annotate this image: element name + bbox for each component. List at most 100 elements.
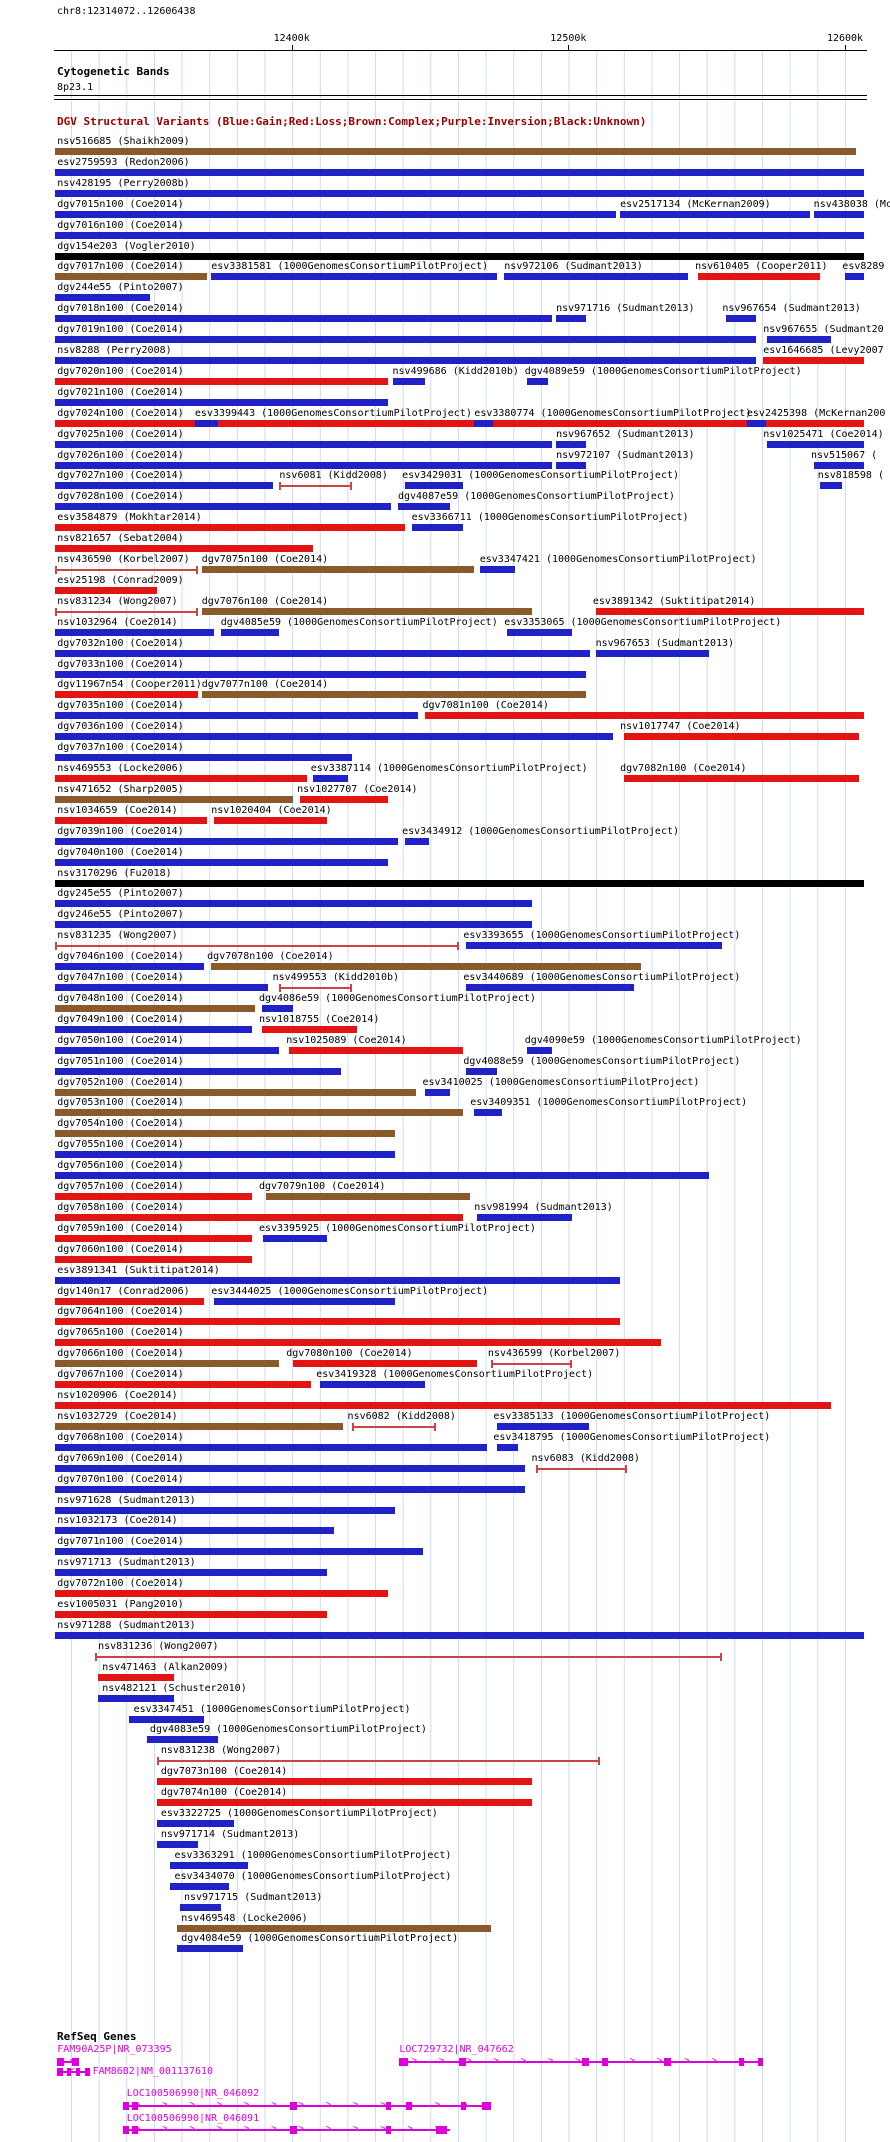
variant-bar[interactable] — [624, 733, 859, 741]
variant-label[interactable]: esv3381581 (1000GenomesConsortiumPilotPr… — [211, 261, 489, 273]
variant-bar[interactable] — [697, 273, 821, 281]
variant-label[interactable]: nsv831238 (Wong2007) — [160, 1745, 282, 1757]
variant-label[interactable]: dgv4086e59 (1000GenomesConsortiumPilotPr… — [258, 992, 536, 1004]
variant-label[interactable]: dgv7015n100 (Coe2014) — [57, 198, 184, 210]
variant-bar[interactable] — [466, 1067, 498, 1075]
variant-label[interactable]: dgv4088e59 (1000GenomesConsortiumPilotPr… — [463, 1055, 741, 1067]
variant-label[interactable]: nsv482121 (Schuster2010) — [102, 1682, 247, 1694]
variant-label[interactable]: esv3347421 (1000GenomesConsortiumPilotPr… — [479, 554, 757, 565]
gene-exon[interactable] — [132, 2126, 138, 2135]
variant-bar[interactable] — [156, 1820, 235, 1827]
variant-label[interactable]: esv3434912 (1000GenomesConsortiumPilotPr… — [402, 825, 680, 837]
gene-exon[interactable] — [581, 2058, 589, 2067]
variant-bar[interactable] — [147, 1736, 219, 1744]
variant-label[interactable]: dgv7048n100 (Coe2014) — [57, 992, 184, 1004]
variant-label[interactable]: esv3434070 (1000GenomesConsortiumPilotPr… — [174, 1870, 452, 1882]
variant-bar[interactable] — [404, 837, 430, 845]
variant-bar[interactable] — [54, 1339, 662, 1347]
variant-bar[interactable] — [54, 189, 865, 197]
variant-label[interactable]: nsv6083 (Kidd2008) — [531, 1452, 640, 1464]
variant-label[interactable]: dgv7054n100 (Coe2014) — [57, 1118, 184, 1130]
variant-label[interactable]: dgv4085e59 (1000GenomesConsortiumPilotPr… — [220, 616, 498, 628]
variant-bar[interactable] — [54, 148, 856, 155]
variant-label[interactable]: nsv1025089 (Coe2014) — [286, 1034, 407, 1046]
variant-bar[interactable] — [156, 1799, 532, 1807]
variant-label[interactable]: dgv7056n100 (Coe2014) — [57, 1160, 184, 1172]
variant-bar[interactable] — [194, 419, 219, 427]
variant-label[interactable]: esv3393655 (1000GenomesConsortiumPilotPr… — [463, 930, 741, 942]
variant-bar[interactable] — [179, 1903, 221, 1911]
variant-label[interactable]: nsv6081 (Kidd2008) — [279, 470, 388, 482]
variant-span-line[interactable] — [490, 1363, 573, 1366]
gene-exon[interactable] — [436, 2126, 448, 2135]
variant-bar[interactable] — [497, 1443, 518, 1451]
variant-span-line[interactable] — [95, 1655, 723, 1658]
variant-bar[interactable] — [54, 1590, 389, 1598]
gene-exon[interactable] — [385, 2126, 392, 2135]
variant-span-line[interactable] — [279, 987, 352, 989]
variant-label[interactable]: dgv7064n100 (Coe2014) — [57, 1306, 184, 1318]
variant-bar[interactable] — [624, 775, 859, 782]
variant-bar[interactable] — [293, 1360, 478, 1368]
variant-bar[interactable] — [170, 1882, 229, 1890]
variant-bar[interactable] — [54, 1422, 344, 1430]
variant-bar[interactable] — [397, 503, 450, 511]
variant-span-line[interactable] — [156, 1760, 600, 1763]
variant-bar[interactable] — [265, 1193, 471, 1200]
variant-label[interactable]: dgv7074n100 (Coe2014) — [160, 1787, 288, 1799]
variant-label[interactable]: esv1646685 (Levy2007 — [763, 345, 884, 356]
variant-label[interactable]: dgv7060n100 (Coe2014) — [57, 1243, 184, 1255]
variant-label[interactable]: dgv7016n100 (Coe2014) — [57, 219, 184, 231]
variant-bar[interactable] — [54, 837, 398, 845]
variant-bar[interactable] — [504, 273, 689, 281]
variant-bar[interactable] — [54, 1046, 280, 1054]
variant-label[interactable]: esv3418795 (1000GenomesConsortiumPilotPr… — [493, 1431, 771, 1443]
variant-bar[interactable] — [54, 294, 150, 302]
variant-label[interactable]: nsv610405 (Cooper2011) — [695, 261, 828, 273]
variant-label[interactable]: dgv7070n100 (Coe2014) — [57, 1473, 184, 1485]
gene-exon[interactable] — [132, 2101, 138, 2110]
gene-exon[interactable] — [57, 2058, 65, 2067]
variant-label[interactable]: dgv7046n100 (Coe2014) — [57, 951, 184, 963]
variant-bar[interactable] — [54, 1234, 253, 1242]
variant-label[interactable]: nsv471652 (Sharp2005) — [57, 783, 184, 795]
variant-bar[interactable] — [54, 419, 865, 427]
variant-label[interactable]: nsv8288 (Perry2008) — [57, 345, 172, 356]
variant-bar[interactable] — [527, 1046, 552, 1054]
variant-label[interactable]: dgv7066n100 (Coe2014) — [57, 1348, 184, 1360]
variant-label[interactable]: dgv7028n100 (Coe2014) — [57, 491, 184, 503]
variant-label[interactable]: dgv7072n100 (Coe2014) — [57, 1578, 184, 1590]
variant-bar[interactable] — [54, 440, 552, 448]
variant-label[interactable]: esv3444025 (1000GenomesConsortiumPilotPr… — [211, 1285, 489, 1297]
variant-bar[interactable] — [54, 503, 392, 511]
variant-bar[interactable] — [54, 461, 552, 469]
variant-label[interactable]: nsv1027707 (Coe2014) — [297, 783, 418, 795]
variant-label[interactable]: esv2425398 (McKernan200 — [746, 407, 886, 419]
variant-bar[interactable] — [54, 1631, 865, 1639]
variant-bar[interactable] — [54, 1360, 280, 1368]
variant-label[interactable]: nsv1032964 (Coe2014) — [57, 616, 178, 628]
variant-bar[interactable] — [213, 816, 328, 824]
variant-bar[interactable] — [54, 1527, 334, 1535]
variant-bar[interactable] — [466, 942, 723, 950]
variant-label[interactable]: nsv967655 (Sudmant20 — [763, 324, 884, 336]
variant-bar[interactable] — [474, 419, 494, 427]
variant-bar[interactable] — [54, 1255, 253, 1263]
variant-label[interactable]: nsv831235 (Wong2007) — [57, 930, 178, 942]
variant-bar[interactable] — [845, 273, 865, 281]
cytoband-label[interactable]: 8p23.1 — [57, 82, 94, 93]
variant-label[interactable]: esv3584879 (Mokhtar2014) — [57, 512, 202, 524]
variant-label[interactable]: nsv971714 (Sudmant2013) — [160, 1828, 300, 1840]
gene-exon[interactable] — [290, 2126, 298, 2135]
variant-label[interactable]: dgv7067n100 (Coe2014) — [57, 1369, 184, 1381]
variant-label[interactable]: dgv7052n100 (Coe2014) — [57, 1076, 184, 1088]
variant-label[interactable]: nsv971288 (Sudmant2013) — [57, 1619, 196, 1631]
gene-exon[interactable] — [385, 2101, 392, 2110]
variant-label[interactable]: dgv7037n100 (Coe2014) — [57, 742, 184, 754]
variant-label[interactable]: nsv1018755 (Coe2014) — [258, 1013, 380, 1025]
variant-label[interactable]: dgv7071n100 (Coe2014) — [57, 1536, 184, 1548]
variant-label[interactable]: esv3419328 (1000GenomesConsortiumPilotPr… — [316, 1369, 594, 1381]
variant-bar[interactable] — [54, 858, 389, 866]
variant-bar[interactable] — [54, 1025, 253, 1033]
gene-intron-line[interactable] — [399, 2061, 764, 2064]
